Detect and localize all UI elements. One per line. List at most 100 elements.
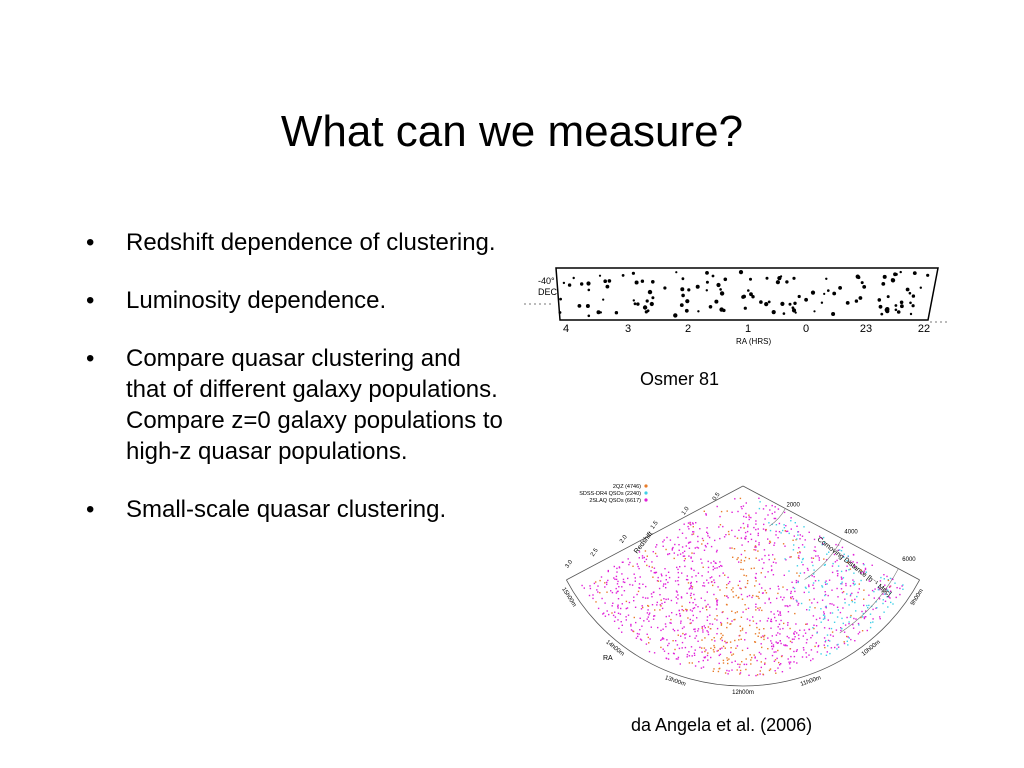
wedge-dot — [840, 570, 843, 573]
quasar-dot — [714, 299, 719, 304]
wedge-dot — [677, 656, 680, 659]
wedge-dot — [775, 672, 777, 674]
wedge-dot — [819, 617, 821, 619]
wedge-dot — [757, 595, 759, 598]
wedge-dot — [744, 639, 746, 641]
legend-label: 2SLAQ QSOs (6617) — [589, 498, 641, 504]
wedge-dot — [837, 609, 839, 611]
wedge-dot — [889, 592, 891, 594]
wedge-dot — [610, 590, 612, 592]
wedge-frame: 3.02.52.01.51.00.520004000600015h00m14h0… — [560, 485, 925, 696]
wedge-dot — [789, 648, 791, 650]
wedge-dot — [810, 659, 812, 662]
wedge-dot — [690, 597, 692, 599]
bullet-list: Redshift dependence of clustering. Lumin… — [86, 227, 506, 552]
wedge-dot — [745, 512, 747, 515]
wedge-dot — [716, 604, 718, 606]
wedge-dot — [780, 532, 782, 534]
wedge-dot — [815, 642, 817, 644]
wedge-dot — [689, 523, 691, 525]
wedge-dot — [830, 627, 833, 630]
wedge-dot — [846, 640, 848, 642]
wedge-dot — [667, 644, 669, 647]
wedge-dot — [815, 618, 818, 621]
wedge-dot — [656, 604, 658, 606]
quasar-dot — [820, 301, 824, 304]
quasar-dot — [878, 304, 883, 309]
quasar-dot — [679, 303, 684, 307]
wedge-dot — [696, 546, 698, 549]
wedge-dot — [707, 582, 710, 584]
wedge-dot — [844, 624, 847, 626]
wedge-dot — [688, 541, 690, 544]
wedge-dot — [729, 641, 732, 643]
wedge-dot — [681, 572, 683, 574]
wedge-dot — [754, 546, 756, 548]
wedge-dot — [776, 597, 778, 600]
wedge-dot — [848, 623, 850, 625]
wedge-dot — [823, 558, 825, 560]
quasar-dot — [743, 306, 747, 310]
wedge-dot — [691, 552, 693, 554]
wedge-dot — [792, 586, 794, 589]
wedge-dot — [830, 647, 833, 649]
wedge-dot — [688, 555, 690, 557]
wedge-dot — [829, 640, 831, 642]
wedge-dot — [603, 612, 605, 614]
wedge-dot — [774, 511, 776, 513]
wedge-dot — [877, 586, 880, 588]
wedge-dot — [780, 663, 782, 665]
wedge-dot — [660, 646, 662, 649]
wedge-dot — [794, 630, 796, 633]
wedge-dot — [611, 612, 613, 614]
wedge-dot — [785, 559, 787, 561]
wedge-dot — [730, 623, 732, 625]
wedge-dot — [790, 590, 792, 593]
wedge-dot — [841, 581, 843, 583]
wedge-dot — [778, 588, 780, 590]
wedge-dot — [786, 645, 788, 647]
wedge-dot — [778, 661, 780, 664]
wedge-dot — [727, 597, 729, 599]
wedge-dot — [738, 666, 741, 668]
wedge-dot — [815, 555, 817, 557]
wedge-dot — [604, 582, 606, 584]
wedge-dot — [804, 539, 806, 541]
wedge-dot — [635, 621, 637, 624]
wedge-dot — [763, 562, 765, 564]
wedge-dot — [824, 593, 827, 596]
wedge-dot — [628, 601, 631, 604]
wedge-dot — [879, 616, 881, 618]
quasar-dot — [899, 270, 902, 274]
wedge-dot — [787, 611, 790, 613]
wedge-dot — [711, 639, 713, 641]
quasar-dot — [577, 304, 582, 308]
wedge-dot — [630, 629, 633, 631]
wedge-dot — [802, 635, 804, 637]
wedge-dot — [662, 637, 664, 639]
wedge-dot — [823, 627, 826, 629]
wedge-dot — [645, 558, 648, 561]
wedge-dot — [702, 539, 705, 542]
wedge-dot — [713, 560, 715, 562]
wedge-dot — [697, 630, 699, 632]
wedge-dot — [697, 628, 700, 630]
wedge-dot — [694, 665, 697, 667]
wedge-dot — [765, 505, 767, 507]
wedge-dot — [796, 565, 799, 567]
wedge-dot — [634, 577, 636, 579]
wedge-dot — [739, 625, 741, 627]
wedge-dot — [797, 580, 799, 583]
wedge-dot — [845, 582, 847, 585]
wedge-dot — [901, 585, 903, 587]
wedge-dot — [840, 629, 842, 632]
wedge-dot — [735, 594, 737, 597]
wedge-dot — [761, 609, 763, 612]
wedge-dot — [819, 535, 821, 537]
wedge-dot — [867, 607, 869, 609]
wedge-dot — [761, 587, 763, 589]
wedge-dot — [753, 654, 755, 656]
wedge-dot — [709, 577, 711, 579]
wedge-dot — [797, 634, 800, 636]
wedge-dot — [676, 566, 678, 569]
